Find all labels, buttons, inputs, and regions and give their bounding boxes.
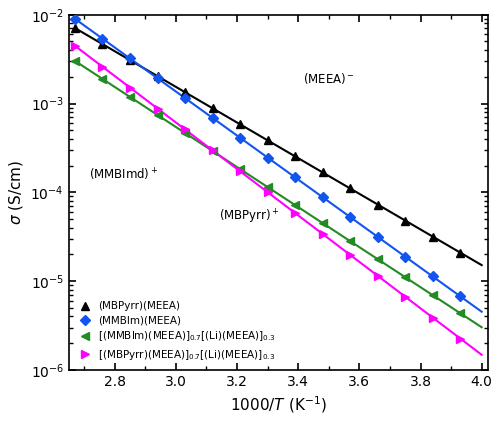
[(MBPyrr)(MEEA)]$_{0.7}$[(Li)(MEEA)]$_{0.3}$: [402, 294, 408, 299]
(MMBIm)(MEEA): [430, 274, 436, 279]
[(MBPyrr)(MEEA)]$_{0.7}$[(Li)(MEEA)]$_{0.3}$: [458, 336, 464, 341]
(MBPyrr)(MEEA): [402, 218, 408, 223]
(MBPyrr)(MEEA): [264, 138, 270, 143]
[(MBPyrr)(MEEA)]$_{0.7}$[(Li)(MEEA)]$_{0.3}$: [72, 43, 78, 49]
(MMBIm)(MEEA): [237, 135, 243, 140]
(MMBIm)(MEEA): [320, 195, 326, 200]
[(MMBIm)(MEEA)]$_{0.7}$[(Li)(MEEA)]$_{0.3}$: [264, 184, 270, 189]
[(MBPyrr)(MEEA)]$_{0.7}$[(Li)(MEEA)]$_{0.3}$: [264, 189, 270, 195]
Line: (MMBIm)(MEEA): (MMBIm)(MEEA): [71, 15, 464, 300]
[(MBPyrr)(MEEA)]$_{0.7}$[(Li)(MEEA)]$_{0.3}$: [320, 231, 326, 236]
[(MMBIm)(MEEA)]$_{0.7}$[(Li)(MEEA)]$_{0.3}$: [430, 293, 436, 298]
[(MBPyrr)(MEEA)]$_{0.7}$[(Li)(MEEA)]$_{0.3}$: [210, 148, 216, 153]
[(MBPyrr)(MEEA)]$_{0.7}$[(Li)(MEEA)]$_{0.3}$: [374, 273, 380, 279]
[(MBPyrr)(MEEA)]$_{0.7}$[(Li)(MEEA)]$_{0.3}$: [430, 315, 436, 320]
[(MBPyrr)(MEEA)]$_{0.7}$[(Li)(MEEA)]$_{0.3}$: [100, 64, 105, 69]
[(MMBIm)(MEEA)]$_{0.7}$[(Li)(MEEA)]$_{0.3}$: [182, 130, 188, 135]
(MBPyrr)(MEEA): [458, 250, 464, 255]
[(MMBIm)(MEEA)]$_{0.7}$[(Li)(MEEA)]$_{0.3}$: [127, 95, 133, 100]
(MBPyrr)(MEEA): [154, 74, 160, 79]
(MMBIm)(MEEA): [458, 294, 464, 299]
[(MMBIm)(MEEA)]$_{0.7}$[(Li)(MEEA)]$_{0.3}$: [72, 58, 78, 63]
Y-axis label: $\sigma$ (S/cm): $\sigma$ (S/cm): [7, 160, 25, 225]
X-axis label: 1000/$T$ (K$^{-1}$): 1000/$T$ (K$^{-1}$): [230, 394, 327, 415]
Line: [(MMBIm)(MEEA)]$_{0.7}$[(Li)(MEEA)]$_{0.3}$: [(MMBIm)(MEEA)]$_{0.7}$[(Li)(MEEA)]$_{0.…: [71, 57, 464, 317]
(MBPyrr)(MEEA): [182, 90, 188, 95]
Text: (MBPyrr)$^+$: (MBPyrr)$^+$: [218, 208, 280, 226]
[(MMBIm)(MEEA)]$_{0.7}$[(Li)(MEEA)]$_{0.3}$: [292, 203, 298, 208]
(MMBIm)(MEEA): [100, 36, 105, 41]
(MBPyrr)(MEEA): [430, 234, 436, 239]
[(MMBIm)(MEEA)]$_{0.7}$[(Li)(MEEA)]$_{0.3}$: [458, 311, 464, 316]
[(MBPyrr)(MEEA)]$_{0.7}$[(Li)(MEEA)]$_{0.3}$: [347, 252, 353, 257]
(MBPyrr)(MEEA): [72, 26, 78, 31]
(MMBIm)(MEEA): [347, 214, 353, 219]
(MMBIm)(MEEA): [292, 175, 298, 180]
[(MMBIm)(MEEA)]$_{0.7}$[(Li)(MEEA)]$_{0.3}$: [347, 238, 353, 243]
[(MMBIm)(MEEA)]$_{0.7}$[(Li)(MEEA)]$_{0.3}$: [154, 112, 160, 117]
(MBPyrr)(MEEA): [292, 154, 298, 159]
[(MBPyrr)(MEEA)]$_{0.7}$[(Li)(MEEA)]$_{0.3}$: [237, 169, 243, 174]
[(MBPyrr)(MEEA)]$_{0.7}$[(Li)(MEEA)]$_{0.3}$: [182, 127, 188, 132]
(MMBIm)(MEEA): [264, 155, 270, 160]
(MMBIm)(MEEA): [374, 234, 380, 239]
(MBPyrr)(MEEA): [100, 42, 105, 47]
(MBPyrr)(MEEA): [210, 106, 216, 111]
(MMBIm)(MEEA): [210, 115, 216, 120]
(MMBIm)(MEEA): [72, 16, 78, 22]
[(MMBIm)(MEEA)]$_{0.7}$[(Li)(MEEA)]$_{0.3}$: [402, 275, 408, 280]
(MBPyrr)(MEEA): [237, 122, 243, 127]
Line: [(MBPyrr)(MEEA)]$_{0.7}$[(Li)(MEEA)]$_{0.3}$: [(MBPyrr)(MEEA)]$_{0.7}$[(Li)(MEEA)]$_{0…: [71, 42, 464, 343]
Line: (MBPyrr)(MEEA): (MBPyrr)(MEEA): [71, 24, 464, 257]
(MMBIm)(MEEA): [182, 95, 188, 100]
(MBPyrr)(MEEA): [127, 58, 133, 63]
[(MMBIm)(MEEA)]$_{0.7}$[(Li)(MEEA)]$_{0.3}$: [237, 167, 243, 172]
Text: (MEEA)$^-$: (MEEA)$^-$: [302, 71, 354, 86]
[(MMBIm)(MEEA)]$_{0.7}$[(Li)(MEEA)]$_{0.3}$: [210, 149, 216, 154]
Text: (MMBImd)$^+$: (MMBImd)$^+$: [88, 166, 158, 183]
[(MBPyrr)(MEEA)]$_{0.7}$[(Li)(MEEA)]$_{0.3}$: [127, 85, 133, 90]
(MMBIm)(MEEA): [127, 56, 133, 61]
[(MMBIm)(MEEA)]$_{0.7}$[(Li)(MEEA)]$_{0.3}$: [100, 76, 105, 81]
(MMBIm)(MEEA): [154, 76, 160, 81]
[(MBPyrr)(MEEA)]$_{0.7}$[(Li)(MEEA)]$_{0.3}$: [292, 211, 298, 216]
(MBPyrr)(MEEA): [374, 202, 380, 207]
Legend: (MBPyrr)(MEEA), (MMBIm)(MEEA), [(MMBIm)(MEEA)]$_{0.7}$[(Li)(MEEA)]$_{0.3}$, [(MB: (MBPyrr)(MEEA), (MMBIm)(MEEA), [(MMBIm)(…: [74, 298, 279, 365]
[(MMBIm)(MEEA)]$_{0.7}$[(Li)(MEEA)]$_{0.3}$: [320, 221, 326, 226]
(MMBIm)(MEEA): [402, 254, 408, 259]
(MBPyrr)(MEEA): [320, 170, 326, 175]
[(MMBIm)(MEEA)]$_{0.7}$[(Li)(MEEA)]$_{0.3}$: [374, 257, 380, 262]
[(MBPyrr)(MEEA)]$_{0.7}$[(Li)(MEEA)]$_{0.3}$: [154, 106, 160, 111]
(MBPyrr)(MEEA): [347, 186, 353, 191]
